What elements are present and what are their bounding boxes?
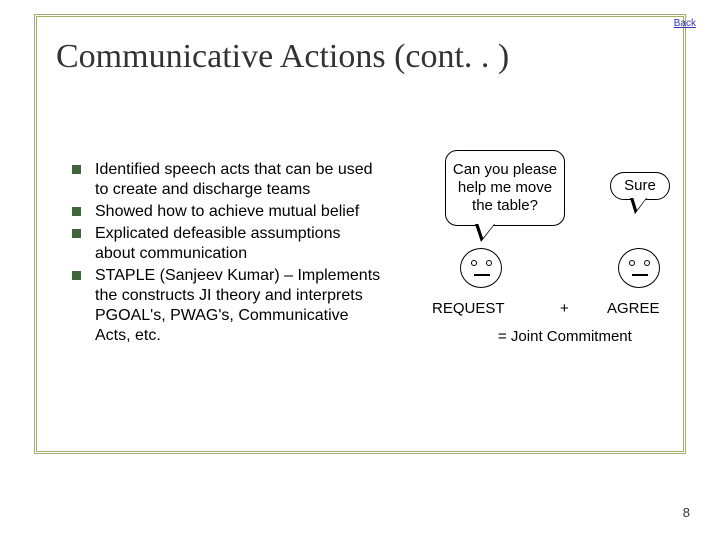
eye-icon — [471, 260, 477, 266]
bullet-icon — [72, 229, 81, 238]
list-item: STAPLE (Sanjeev Kumar) – Implements the … — [72, 266, 382, 346]
mouth-icon — [632, 274, 648, 276]
face-icon — [460, 248, 502, 288]
mouth-icon — [474, 274, 490, 276]
list-item: Showed how to achieve mutual belief — [72, 202, 382, 222]
bullet-icon — [72, 165, 81, 174]
bullet-text: Identified speech acts that can be used … — [95, 160, 382, 200]
eye-icon — [629, 260, 635, 266]
list-item: Explicated defeasible assumptions about … — [72, 224, 382, 264]
label-agree: AGREE — [607, 300, 660, 317]
back-link[interactable]: Back — [674, 18, 696, 29]
speech-bubble-left: Can you please help me move the table? — [445, 150, 565, 226]
bullet-text: Showed how to achieve mutual belief — [95, 202, 359, 222]
slide-title: Communicative Actions (cont. . ) — [56, 38, 509, 76]
bullet-icon — [72, 271, 81, 280]
bubble-text: Can you please help me move the table? — [446, 161, 564, 215]
list-item: Identified speech acts that can be used … — [72, 160, 382, 200]
page-number: 8 — [683, 505, 690, 520]
bullet-icon — [72, 207, 81, 216]
eye-icon — [486, 260, 492, 266]
label-request: REQUEST — [432, 300, 505, 317]
bubble-tail-icon — [630, 198, 647, 214]
dialogue-diagram: Can you please help me move the table? S… — [420, 150, 690, 370]
speech-bubble-right: Sure — [610, 172, 670, 200]
label-joint-commitment: = Joint Commitment — [498, 328, 632, 345]
eye-icon — [644, 260, 650, 266]
bubble-text: Sure — [624, 177, 656, 195]
face-icon — [618, 248, 660, 288]
bubble-tail-icon — [475, 224, 495, 242]
label-plus: + — [560, 300, 569, 317]
bullet-text: STAPLE (Sanjeev Kumar) – Implements the … — [95, 266, 382, 346]
bullet-list: Identified speech acts that can be used … — [72, 160, 382, 348]
bullet-text: Explicated defeasible assumptions about … — [95, 224, 382, 264]
